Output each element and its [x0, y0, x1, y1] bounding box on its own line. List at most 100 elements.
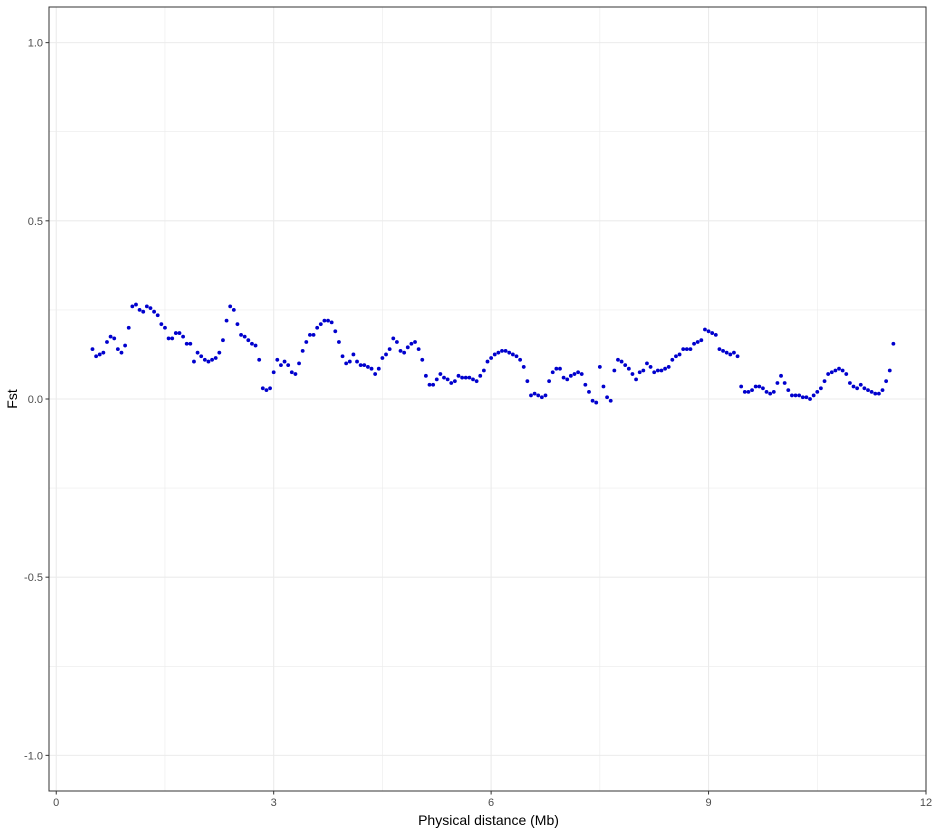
- data-point: [188, 341, 193, 346]
- data-point: [485, 359, 490, 364]
- data-point: [463, 375, 468, 380]
- data-point: [235, 322, 240, 327]
- data-point: [155, 313, 160, 318]
- data-point: [876, 391, 881, 396]
- data-point: [279, 363, 283, 368]
- data-point: [623, 363, 628, 368]
- data-point: [423, 373, 428, 378]
- data-point: [474, 379, 479, 384]
- data-point: [757, 384, 762, 389]
- data-point: [119, 350, 124, 355]
- data-point: [221, 338, 225, 343]
- data-point: [340, 354, 345, 359]
- data-point: [525, 379, 530, 384]
- data-point: [568, 373, 573, 378]
- data-point: [692, 341, 696, 346]
- data-point: [793, 393, 798, 398]
- data-point: [202, 357, 207, 362]
- data-point: [771, 389, 776, 394]
- data-point: [721, 348, 725, 353]
- data-point: [626, 366, 631, 371]
- data-point: [449, 381, 454, 385]
- data-point: [253, 343, 258, 348]
- data-point: [409, 341, 414, 346]
- data-point: [101, 350, 106, 355]
- data-point: [829, 370, 834, 375]
- data-point: [539, 395, 544, 400]
- data-point: [90, 347, 95, 352]
- data-point: [826, 372, 831, 376]
- data-point: [688, 347, 693, 352]
- data-point: [800, 395, 805, 400]
- x-tick-label: 12: [920, 797, 932, 809]
- data-point: [195, 350, 200, 355]
- data-point: [181, 334, 185, 339]
- data-point: [663, 366, 667, 371]
- data-point: [438, 372, 443, 376]
- data-point: [452, 379, 457, 384]
- data-point: [308, 332, 312, 337]
- data-point: [641, 368, 646, 373]
- data-point: [105, 340, 109, 344]
- data-point: [645, 361, 649, 366]
- data-point: [547, 379, 552, 384]
- data-point: [887, 368, 892, 373]
- data-point: [637, 370, 642, 375]
- data-point: [565, 377, 570, 382]
- data-point: [514, 354, 519, 359]
- data-point: [387, 347, 392, 352]
- data-point: [616, 357, 620, 362]
- data-point: [170, 336, 175, 341]
- y-tick-label: 0.5: [28, 216, 43, 228]
- data-point: [847, 381, 852, 385]
- data-point: [597, 365, 602, 369]
- data-point: [880, 388, 885, 392]
- data-point: [275, 357, 280, 362]
- data-point: [250, 341, 254, 346]
- data-point: [210, 357, 214, 362]
- data-point: [184, 341, 189, 346]
- data-point: [481, 368, 486, 373]
- data-point: [699, 338, 704, 343]
- data-point: [768, 391, 773, 396]
- data-point: [420, 357, 425, 362]
- x-axis: 0 3 6 9 12: [53, 791, 932, 809]
- data-point: [402, 350, 407, 355]
- data-point: [761, 386, 765, 391]
- data-point: [728, 352, 733, 357]
- data-point: [750, 388, 754, 392]
- data-point: [144, 304, 149, 309]
- y-axis: -1.0 -0.5 0.0 0.5 1.0: [24, 38, 49, 762]
- data-point: [173, 331, 178, 335]
- data-point: [724, 350, 729, 355]
- data-point: [268, 386, 272, 391]
- data-point: [775, 381, 780, 385]
- data-point: [257, 357, 262, 362]
- data-point: [315, 325, 320, 330]
- data-point: [822, 379, 827, 384]
- data-point: [318, 322, 323, 327]
- data-point: [815, 389, 820, 394]
- data-point: [445, 377, 450, 382]
- y-axis-title: Fst: [4, 389, 20, 409]
- data-point: [471, 377, 475, 382]
- data-point: [489, 356, 494, 360]
- data-point: [681, 347, 686, 352]
- data-point: [612, 368, 617, 373]
- data-point: [456, 373, 461, 378]
- data-point: [148, 306, 153, 311]
- data-point: [782, 381, 787, 385]
- data-point: [333, 329, 338, 334]
- data-point: [790, 393, 794, 398]
- data-point: [300, 348, 305, 353]
- data-point: [652, 370, 657, 375]
- data-point: [840, 368, 845, 373]
- y-tick-label: -1.0: [24, 750, 43, 762]
- data-point: [427, 382, 432, 387]
- data-point: [239, 332, 243, 337]
- data-point: [326, 318, 330, 323]
- data-point: [134, 302, 138, 307]
- data-point: [395, 340, 399, 344]
- data-point: [347, 359, 352, 364]
- data-point: [869, 389, 874, 394]
